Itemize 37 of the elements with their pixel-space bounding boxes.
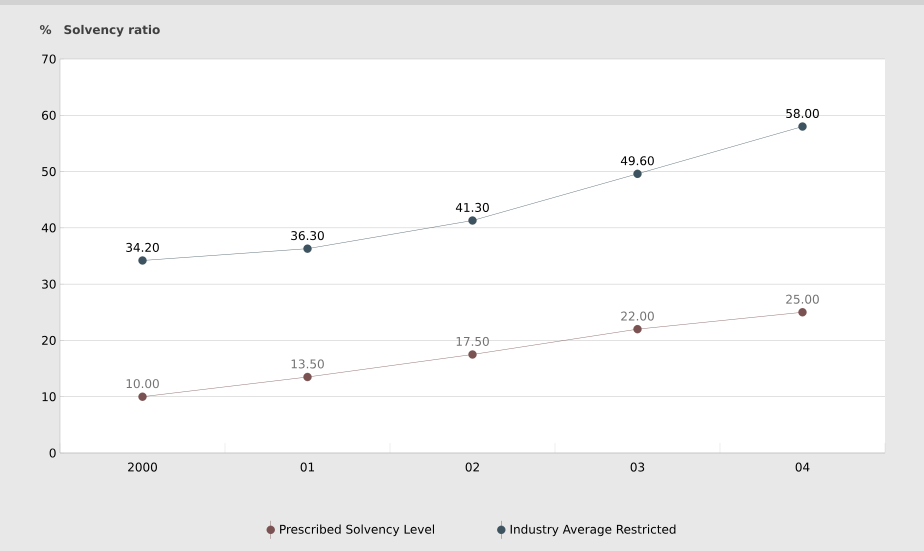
data-label: 58.00 — [786, 108, 819, 118]
point — [468, 216, 477, 225]
x-tick-label: 2000 — [128, 462, 157, 472]
data-label: 25.00 — [786, 294, 819, 304]
y-tick-label: 40 — [42, 223, 56, 232]
y-tick-label: 10 — [42, 392, 56, 402]
y-tick-label: 70 — [42, 54, 56, 64]
point — [138, 256, 147, 265]
point — [303, 244, 312, 253]
data-label: 17.50 — [456, 336, 489, 346]
x-tick-label: 03 — [630, 462, 644, 472]
point — [468, 350, 477, 359]
data-label: 41.30 — [456, 202, 489, 212]
point — [303, 372, 312, 382]
point — [798, 122, 807, 131]
y-tick-label: 30 — [42, 280, 56, 289]
data-label: 10.00 — [126, 379, 159, 388]
point — [633, 170, 642, 178]
y-tick-label: 0 — [50, 448, 56, 458]
x-tick-label: 04 — [796, 462, 810, 472]
data-label: 34.20 — [126, 242, 159, 252]
y-tick-label: 50 — [42, 167, 56, 176]
point — [798, 308, 807, 316]
x-tick-label: 02 — [466, 462, 479, 472]
chart-title: Solvency ratio — [64, 24, 160, 37]
x-tick-label: 01 — [300, 462, 314, 472]
data-label: 36.30 — [291, 231, 324, 240]
data-label: 22.00 — [621, 312, 654, 321]
text: % — [40, 25, 52, 34]
point — [138, 392, 147, 401]
y-tick-label: 20 — [42, 336, 56, 345]
data-label: 49.60 — [620, 156, 654, 166]
data-label: 13.50 — [292, 359, 324, 368]
y-tick-label: 60 — [42, 110, 56, 120]
legend-label: Prescribed Solvency Level — [280, 524, 434, 536]
legend-label: Industry Average Restricted — [510, 524, 676, 536]
point — [633, 324, 642, 334]
